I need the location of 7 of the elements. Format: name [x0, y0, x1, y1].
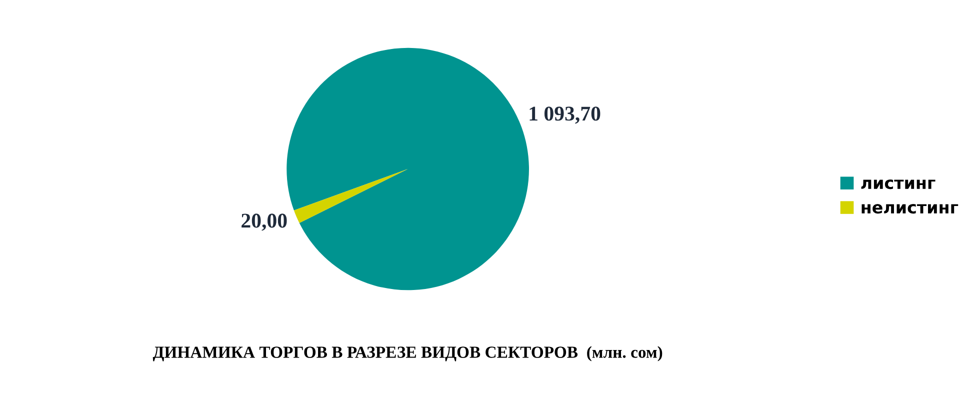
pie-slice — [294, 168, 408, 223]
text: ДИНАМИКА ТОРГОВ В РАЗРЕЗЕ ВИДОВ СЕКТОРОВ (млн. сом) — [152, 346, 662, 362]
data-label: 20,00 — [242, 214, 287, 231]
pie-slice — [286, 48, 529, 290]
legend-label: листинг — [861, 180, 936, 190]
legend-label: нелистинг — [862, 204, 958, 214]
data-label: 1 093,70 — [530, 106, 600, 124]
